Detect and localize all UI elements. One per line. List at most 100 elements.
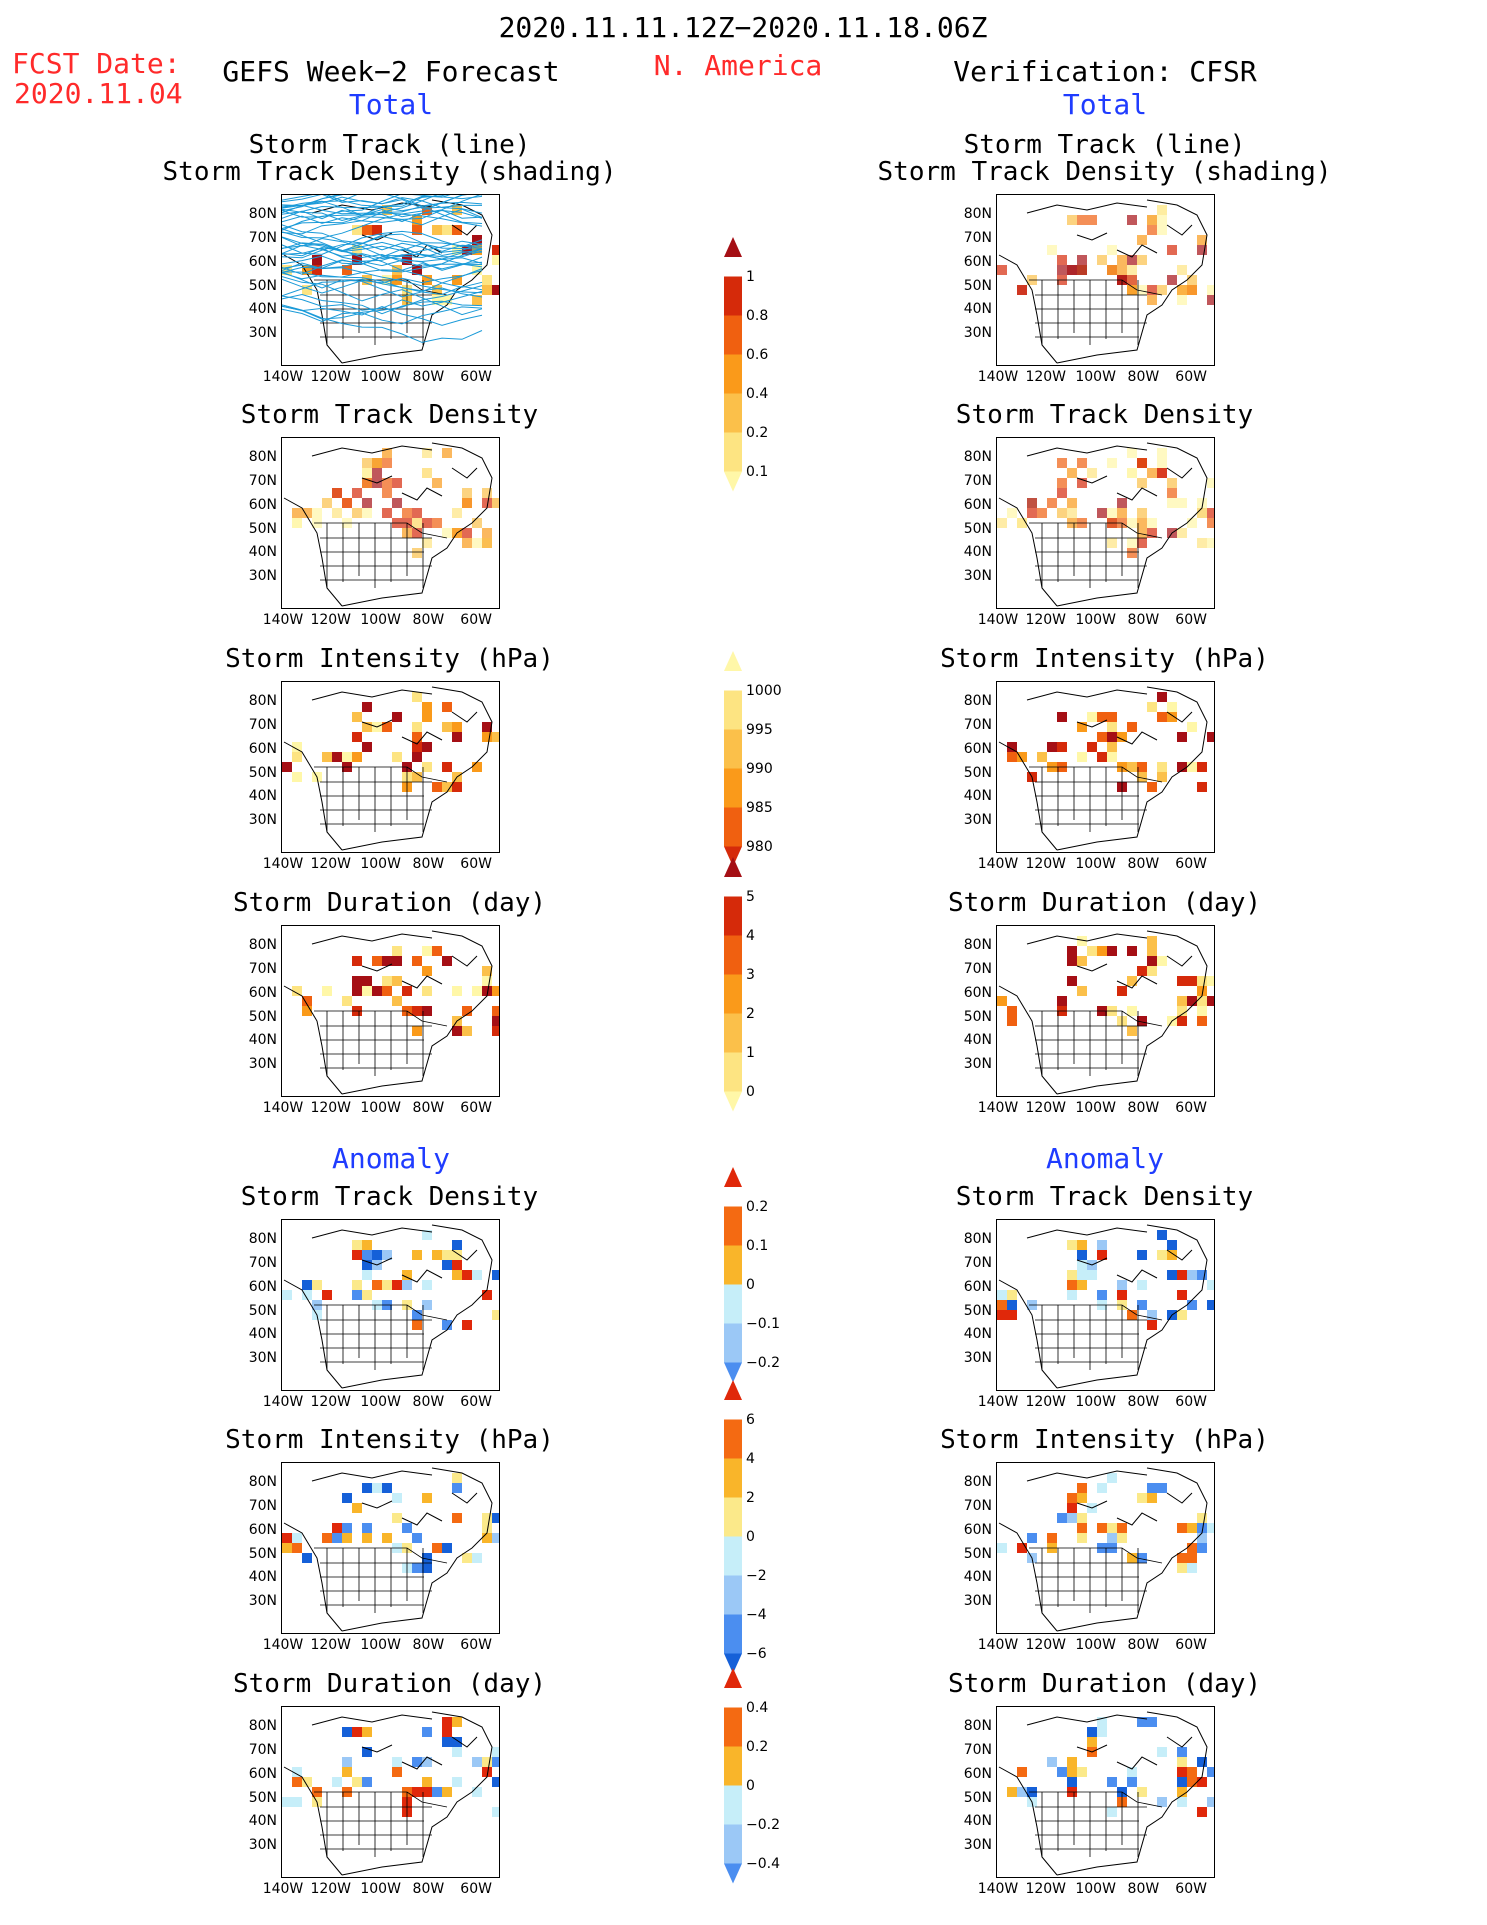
lat-tick-label: 70N [963,230,992,246]
lon-tick-label: 100W [1075,856,1116,872]
colorbar-tick-label: 0.2 [746,1198,769,1215]
colorbar-swatch [724,1284,742,1324]
coastline [283,1467,493,1632]
colorbar-swatch [724,1785,742,1825]
lon-tick-label: 80W [412,1100,445,1116]
map-plot [998,686,1214,851]
colorbar-tick-label: −0.4 [746,1855,780,1872]
shading-cells [282,205,499,305]
lon-tick-label: 120W [1025,1100,1067,1116]
map-plot [997,930,1214,1095]
lat-tick-label: 30N [963,325,992,342]
map-plot [282,1224,499,1389]
verification-column-title: Verification: CFSR [953,55,1257,88]
colorbar-swatch [724,1380,742,1400]
lon-tick-label: 80W [1127,369,1160,385]
lon-tick-label: 80W [412,856,445,872]
map-plot [282,1711,499,1876]
lon-tick-label: 140W [262,856,304,872]
colorbar-swatch [724,651,742,671]
lon-tick-label: 60W [460,856,492,872]
lon-tick-label: 100W [1075,1881,1116,1897]
lon-tick-label: 140W [262,1881,304,1897]
lat-tick-label: 80N [963,937,992,954]
lat-tick-label: 40N [248,1813,277,1830]
lon-tick-label: 60W [1175,1100,1207,1116]
panel-title-track-density: Storm Track Density [240,400,539,430]
lat-tick-label: 60N [963,253,992,270]
panel-title-intensity: Storm Intensity (hPa) [225,1425,554,1455]
period-title: 2020.11.11.12Z−2020.11.18.06Z [498,11,988,44]
lon-tick-label: 80W [412,1394,445,1410]
coastline [283,686,493,851]
political-borders [1029,1547,1163,1613]
colorbar-swatch [724,1863,742,1884]
region-title: N. America [653,49,823,82]
lat-tick-label: 80N [963,206,992,223]
lat-tick-label: 50N [248,764,277,781]
colorbar-swatch [724,1362,742,1383]
lat-tick-label: 40N [963,1326,992,1343]
political-borders [1029,522,1163,588]
lat-tick-label: 50N [248,1302,277,1319]
colorbar-swatch [724,690,742,730]
lat-tick-label: 70N [963,1742,992,1758]
coastline [998,442,1208,607]
political-borders [1029,766,1163,832]
lat-tick-label: 70N [248,961,277,977]
lat-tick-label: 50N [963,520,992,537]
total-label-left: Total [348,88,434,121]
colorbar-swatch [724,896,742,936]
coastline [998,1711,1208,1876]
lat-tick-label: 80N [248,1231,277,1248]
colorbar-swatch [724,857,742,877]
lat-tick-label: 30N [963,1056,992,1073]
colorbar-swatch [724,393,742,433]
lat-tick-label: 50N [963,1789,992,1806]
shading-cells [282,1717,499,1817]
colorbar-swatch [724,1653,742,1674]
colorbar-swatch [724,729,742,769]
panel-title-intensity: Storm Intensity (hPa) [225,644,554,674]
colorbar-duration-anom [724,1668,742,1884]
lon-tick-label: 100W [360,369,401,385]
colorbar-tick-label: 0.1 [746,1237,769,1254]
coastline [998,1467,1208,1632]
lat-tick-label: 60N [963,1278,992,1295]
forecast-map-panel [281,681,500,853]
colorbar-tick-label: 0.1 [746,463,769,480]
colorbar-tick-label: −6 [746,1645,767,1662]
lat-tick-label: 70N [248,717,277,733]
shading-cells [997,1473,1214,1573]
forecast-map-panel [281,1462,500,1634]
lon-tick-label: 60W [460,612,492,628]
lon-tick-label: 60W [1175,1394,1207,1410]
storm-track-lines [282,195,483,343]
political-borders [314,1304,448,1370]
lat-tick-label: 60N [248,1278,277,1295]
lat-tick-label: 40N [963,1032,992,1049]
lon-tick-label: 140W [977,369,1019,385]
coastline [283,199,493,364]
lat-tick-label: 50N [248,277,277,294]
lat-tick-label: 30N [248,325,277,342]
verification-map-panel [996,1219,1215,1391]
political-borders [1029,1304,1163,1370]
lat-tick-label: 40N [248,1032,277,1049]
colorbar-tick-label: 4 [746,927,755,944]
colorbar-tick-label: −0.2 [746,1354,780,1371]
colorbar-tick-label: −4 [746,1606,767,1623]
lat-tick-label: 60N [963,496,992,513]
verification-map-panel [996,194,1215,366]
lon-tick-label: 60W [460,1100,492,1116]
lat-tick-label: 50N [963,1545,992,1562]
political-borders [314,1791,448,1857]
panel-title-track-line: Storm Track (line) [963,130,1246,160]
lon-tick-label: 120W [1025,856,1067,872]
panel-title-track-density-shading: Storm Track Density (shading) [162,157,617,187]
lat-tick-label: 70N [248,1255,277,1271]
lat-tick-label: 40N [963,1569,992,1586]
lon-tick-label: 60W [1175,612,1207,628]
map-plot [998,1711,1214,1876]
colorbar-tick-label: 0 [746,1083,755,1100]
